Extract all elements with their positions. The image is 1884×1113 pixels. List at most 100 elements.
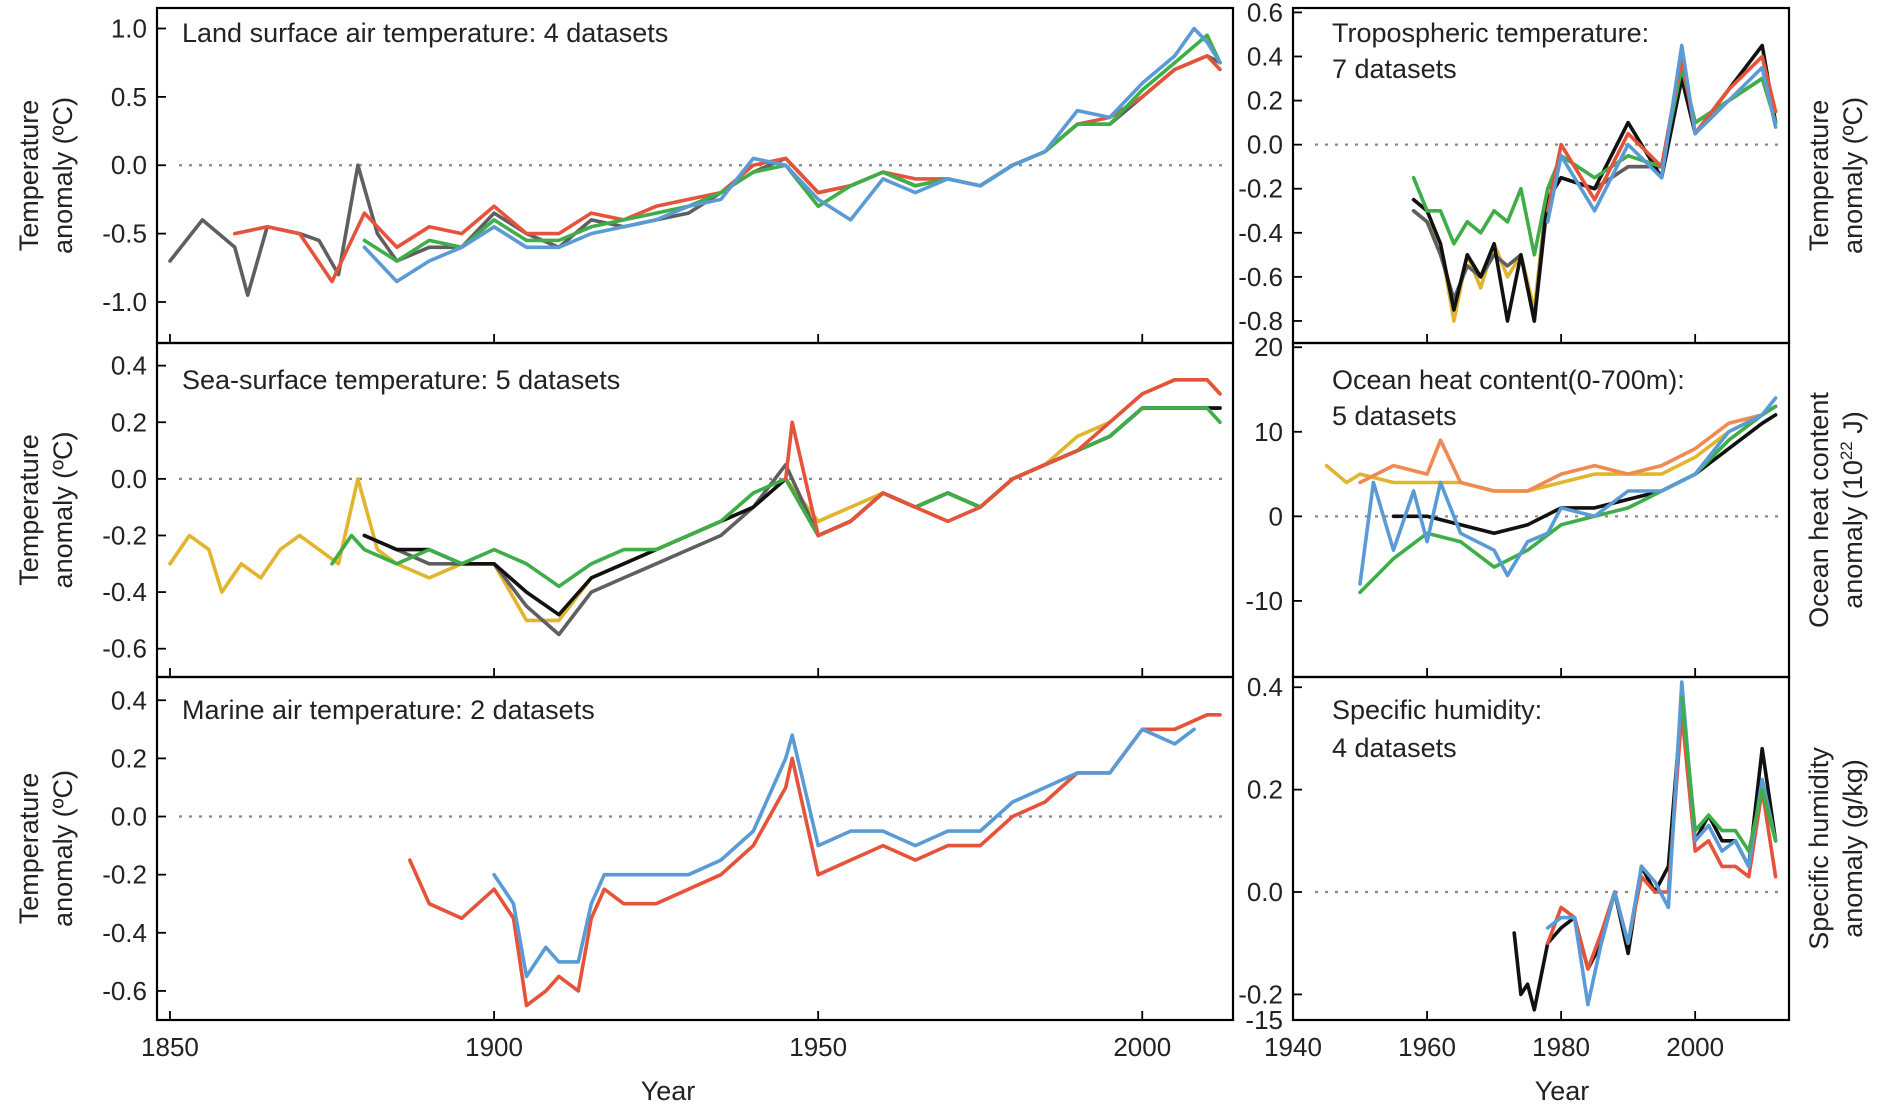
y-tick-label: 0.0: [111, 464, 147, 494]
y-tick-label: -0.5: [102, 219, 147, 249]
panel-ohc: -10 0 10 20 Ocean heat content(0-700m): 5 dat…: [1245, 332, 1868, 679]
y-axis-label-line2: anomaly (ºC): [1838, 97, 1868, 254]
series-line-blue: [1358, 396, 1778, 586]
y-tick-label: -0.6: [102, 634, 147, 664]
series-line-green: [1358, 404, 1778, 595]
panel-frame: [155, 675, 1235, 1022]
y-tick-label: 0.0: [111, 802, 147, 832]
series-line-red: [783, 377, 1222, 538]
series-line-orange: [1358, 404, 1778, 493]
series-line-gray: [168, 54, 1222, 297]
x-tick-label: 2000: [1666, 1032, 1724, 1062]
y-axis-label-line2: anomaly (g/kg): [1838, 759, 1868, 938]
series-line-green: [1680, 695, 1778, 853]
y-tick-label: 0.0: [111, 150, 147, 180]
y-tick-label: 1.0: [111, 14, 147, 44]
panel-title-line2: 5 datasets: [1332, 401, 1457, 431]
y-tick-label: 0.2: [1247, 775, 1283, 805]
ylabel-prefix: anomaly (10: [1838, 460, 1868, 609]
x-axis-label-left: Year: [641, 1076, 696, 1106]
series-line-blue: [492, 727, 1196, 979]
y-tick-label: -10: [1245, 586, 1283, 616]
x-tick-label: 1850: [141, 1032, 199, 1062]
y-tick-label: -0.4: [102, 918, 147, 948]
ylabel-superscript: 22: [1837, 441, 1856, 460]
y-tick-label-extra: -15: [1245, 1005, 1283, 1035]
panel-sst: -0.6 -0.4 -0.2 0.0 0.2 0.4 Sea-surface tempera…: [14, 341, 1235, 679]
x-tick-label: 1900: [465, 1032, 523, 1062]
series-line-red: [233, 54, 1222, 284]
y-tick-label: 0.2: [111, 407, 147, 437]
panel-title: Land surface air temperature: 4 datasets: [182, 18, 668, 48]
series-line-blue: [362, 26, 1222, 284]
series-line-green: [330, 406, 1222, 589]
series-line-blue: [1545, 680, 1778, 1007]
y-axis-label-line2: anomaly (1022 J): [1837, 411, 1868, 609]
y-tick-label: -0.8: [1238, 306, 1283, 336]
y-tick-label: -0.2: [1238, 979, 1283, 1009]
y-tick-label: -1.0: [102, 287, 147, 317]
x-axis-label-right: Year: [1535, 1076, 1590, 1106]
y-tick-label: -0.2: [102, 860, 147, 890]
panel-title-line1: Ocean heat content(0-700m):: [1332, 365, 1685, 395]
series-line-green: [362, 33, 1222, 263]
y-axis-label-line1: Temperature: [14, 434, 44, 586]
panel-title-line2: 7 datasets: [1332, 54, 1457, 84]
series-line-black: [1391, 413, 1778, 536]
panel-marine: -0.6 -0.4 -0.2 0.0 0.2 0.4 1850 1900 1950 2000 Mar…: [14, 675, 1235, 1062]
panel-tropo: -0.8 -0.6 -0.4 -0.2 0.0 0.2 0.4 0.6 Tropospheric…: [1238, 0, 1868, 345]
y-tick-label: 0.4: [1247, 41, 1283, 71]
panel-land: -1.0 -0.5 0.0 0.5 1.0 Land surface air temper…: [14, 6, 1235, 345]
y-axis-label-line1: Specific humidity: [1804, 747, 1834, 950]
y-tick-label: -0.6: [102, 976, 147, 1006]
panel-title-line2: 4 datasets: [1332, 733, 1457, 763]
y-tick-label: -0.4: [102, 577, 147, 607]
y-tick-label: 0: [1269, 501, 1283, 531]
y-axis-label-line1: Temperature: [14, 773, 44, 925]
y-axis-label-line2: anomaly (ºC): [48, 432, 78, 589]
panels: -1.0 -0.5 0.0 0.5 1.0 Land surface air temper…: [14, 0, 1868, 1062]
series-line-gray: [362, 406, 1222, 637]
x-tick-label: 1940: [1264, 1032, 1322, 1062]
y-tick-label: 0.5: [111, 82, 147, 112]
y-axis-label-line1: Ocean heat content: [1804, 392, 1834, 628]
y-tick-label: 20: [1254, 332, 1283, 362]
y-axis-label-line2: anomaly (ºC): [48, 97, 78, 254]
panel-frame: [1291, 675, 1791, 1022]
series-line-yellow: [1324, 404, 1778, 493]
y-tick-label: 0.0: [1247, 130, 1283, 160]
x-tick-label: 1960: [1398, 1032, 1456, 1062]
panel-title: Sea-surface temperature: 5 datasets: [182, 365, 620, 395]
panel-title-line1: Tropospheric temperature:: [1332, 18, 1649, 48]
series-line-green: [1411, 65, 1778, 257]
panel-frame: [155, 6, 1235, 345]
x-tick-label: 1950: [789, 1032, 847, 1062]
x-tick-label: 1980: [1532, 1032, 1590, 1062]
y-tick-label: 10: [1254, 417, 1283, 447]
series-line-red: [407, 712, 1222, 1008]
y-tick-label: 0.0: [1247, 877, 1283, 907]
x-tick-label: 2000: [1113, 1032, 1171, 1062]
series-line-yellow: [168, 377, 1222, 623]
y-axis-label-line1: Temperature: [14, 100, 44, 252]
y-tick-label: 0.4: [111, 685, 147, 715]
series-line-black: [1411, 43, 1778, 323]
y-tick-label: -0.2: [102, 520, 147, 550]
y-tick-label: -0.4: [1238, 218, 1283, 248]
y-tick-label: -0.2: [1238, 174, 1283, 204]
panel-title: Marine air temperature: 2 datasets: [182, 695, 595, 725]
panel-title-line1: Specific humidity:: [1332, 695, 1542, 725]
y-tick-label: 0.4: [111, 351, 147, 381]
y-tick-label: 0.6: [1247, 0, 1283, 27]
y-axis-label-line1: Temperature: [1804, 100, 1834, 252]
ylabel-suffix: J): [1838, 411, 1868, 441]
y-tick-label: 0.2: [111, 743, 147, 773]
series-line-blue: [1545, 43, 1778, 224]
series-line-black: [1512, 700, 1778, 1012]
y-tick-label: 0.2: [1247, 86, 1283, 116]
y-tick-label: -0.6: [1238, 262, 1283, 292]
y-axis-label-line2: anomaly (ºC): [48, 770, 78, 927]
y-tick-label: 0.4: [1247, 672, 1283, 702]
